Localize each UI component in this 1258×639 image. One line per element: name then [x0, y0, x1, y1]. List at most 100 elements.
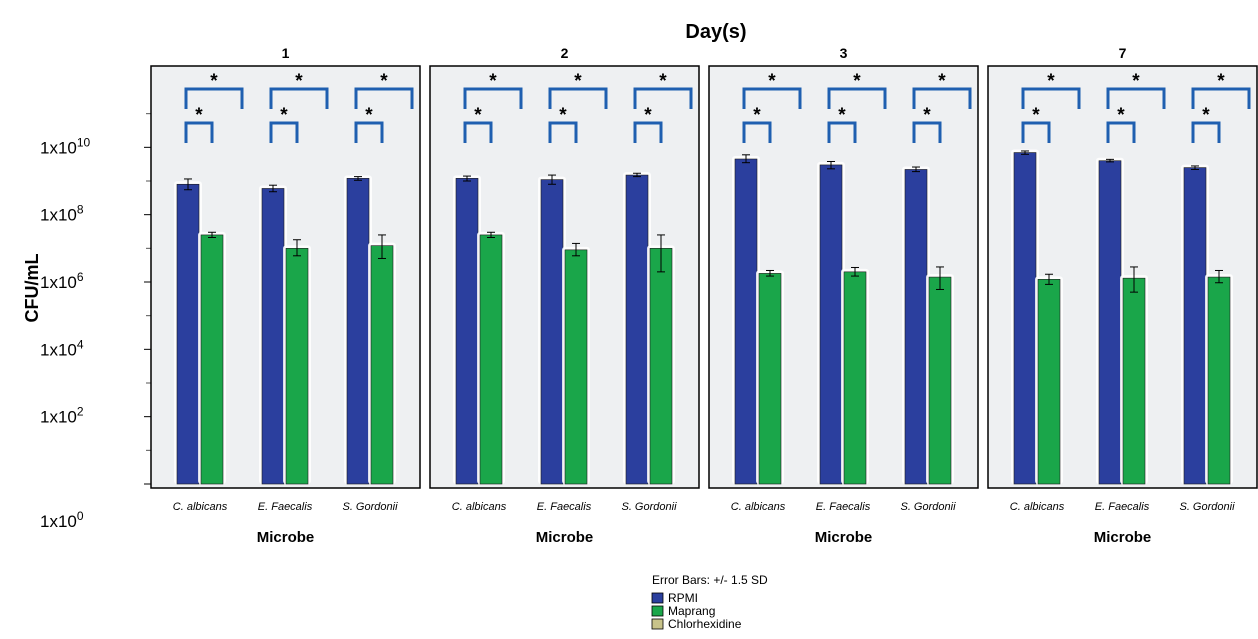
bar-rpmi: [734, 158, 758, 485]
panel-title: 1: [282, 45, 290, 61]
y-axis: 1x100 1x102 1x104 1x106 1x108 1x1010: [40, 66, 152, 531]
x-axis-label: Microbe: [1094, 529, 1152, 546]
category-label: S. Gordonii: [900, 501, 956, 513]
significance-star: *: [195, 105, 203, 126]
significance-star: *: [280, 105, 288, 126]
significance-star: *: [1047, 71, 1055, 92]
error-bar-note: Error Bars: +/- 1.5 SD: [652, 573, 768, 587]
legend-label-maprang: Maprang: [668, 604, 715, 618]
significance-star: *: [559, 105, 567, 126]
panels: 1 Microbe C. albicans * * E. Faecalis * * S. Gor…: [150, 45, 1258, 546]
significance-bracket-outer: [827, 87, 887, 109]
bar-maprang: [564, 249, 588, 485]
x-axis-label: Microbe: [815, 529, 873, 546]
significance-bracket-outer: [1106, 87, 1166, 109]
significance-star: *: [365, 105, 373, 126]
significance-bracket-inner: [354, 121, 384, 143]
category-label: S. Gordonii: [1179, 501, 1235, 513]
panel-title: 2: [561, 45, 569, 61]
category-label: E. Faecalis: [258, 501, 313, 513]
panel-day-3: 3 Microbe C. albicans * * E. Faecalis * * S. Gor…: [708, 45, 979, 546]
significance-star: *: [474, 105, 482, 126]
bar-rpmi: [1098, 160, 1122, 485]
bar-maprang: [370, 245, 394, 485]
panel-day-2: 2 Microbe C. albicans * * E. Faecalis * * S. Gor…: [429, 45, 700, 546]
significance-star: *: [853, 71, 861, 92]
y-tick-label: 1x104: [40, 337, 84, 359]
significance-bracket-outer: [354, 87, 414, 109]
bar-maprang: [758, 273, 782, 485]
y-tick-label: 1x1010: [40, 135, 91, 157]
bar-rpmi: [625, 174, 649, 485]
y-tick-label: 1x106: [40, 270, 84, 292]
bar-rpmi: [819, 164, 843, 485]
significance-bracket-outer: [184, 87, 244, 109]
category-label: C. albicans: [173, 501, 228, 513]
y-tick-label: 1x108: [40, 203, 84, 225]
bar-maprang: [1207, 276, 1231, 485]
significance-star: *: [1132, 71, 1140, 92]
significance-bracket-inner: [184, 121, 214, 143]
bar-maprang: [649, 248, 673, 485]
significance-star: *: [644, 105, 652, 126]
bar-maprang: [200, 234, 224, 485]
significance-star: *: [210, 71, 218, 92]
x-axis-label: Microbe: [536, 529, 594, 546]
chart-title: Day(s): [685, 21, 746, 43]
significance-bracket-inner: [269, 121, 299, 143]
significance-bracket-outer: [1191, 87, 1251, 109]
y-axis-label: CFU/mL: [22, 254, 42, 323]
significance-star: *: [938, 71, 946, 92]
panel-title: 7: [1119, 45, 1127, 61]
significance-star: *: [753, 105, 761, 126]
significance-star: *: [1032, 105, 1040, 126]
panel-title: 3: [840, 45, 848, 61]
significance-bracket-inner: [1191, 121, 1221, 143]
significance-bracket-outer: [742, 87, 802, 109]
category-label: S. Gordonii: [342, 501, 398, 513]
bar-rpmi: [176, 183, 200, 485]
panel-day-1: 1 Microbe C. albicans * * E. Faecalis * * S. Gor…: [150, 45, 421, 546]
significance-bracket-outer: [463, 87, 523, 109]
panel-day-7: 7 Microbe C. albicans * * E. Faecalis * * S. Gor…: [987, 45, 1258, 546]
legend-label-chlorhexidine: Chlorhexidine: [668, 617, 742, 631]
category-label: C. albicans: [452, 501, 507, 513]
bar-maprang: [1037, 279, 1061, 485]
significance-star: *: [295, 71, 303, 92]
bar-maprang: [285, 248, 309, 485]
legend-swatch-chlorhexidine: [651, 618, 664, 630]
bar-rpmi: [1013, 152, 1037, 485]
bar-rpmi: [346, 178, 370, 485]
bar-maprang: [1122, 277, 1146, 485]
significance-bracket-inner: [633, 121, 663, 143]
significance-star: *: [768, 71, 776, 92]
significance-bracket-inner: [742, 121, 772, 143]
bar-maprang: [843, 271, 867, 485]
significance-bracket-inner: [463, 121, 493, 143]
significance-bracket-outer: [912, 87, 972, 109]
category-label: E. Faecalis: [816, 501, 871, 513]
significance-star: *: [1117, 105, 1125, 126]
y-tick-label: 1x102: [40, 405, 84, 427]
legend: Error Bars: +/- 1.5 SD RPMIMaprangChlorh…: [651, 573, 768, 631]
significance-bracket-outer: [1021, 87, 1081, 109]
x-axis-label: Microbe: [257, 529, 315, 546]
significance-star: *: [1217, 71, 1225, 92]
significance-bracket-inner: [548, 121, 578, 143]
significance-bracket-inner: [912, 121, 942, 143]
significance-star: *: [489, 71, 497, 92]
significance-star: *: [838, 105, 846, 126]
bar-rpmi: [455, 178, 479, 485]
significance-bracket-inner: [1021, 121, 1051, 143]
category-label: C. albicans: [1010, 501, 1065, 513]
category-label: E. Faecalis: [537, 501, 592, 513]
significance-bracket-outer: [548, 87, 608, 109]
category-label: E. Faecalis: [1095, 501, 1150, 513]
bar-maprang: [928, 276, 952, 485]
y-tick-label: 1x100: [40, 509, 84, 531]
legend-swatch-maprang: [651, 605, 664, 617]
significance-bracket-inner: [827, 121, 857, 143]
category-label: C. albicans: [731, 501, 786, 513]
legend-label-rpmi: RPMI: [668, 591, 698, 605]
